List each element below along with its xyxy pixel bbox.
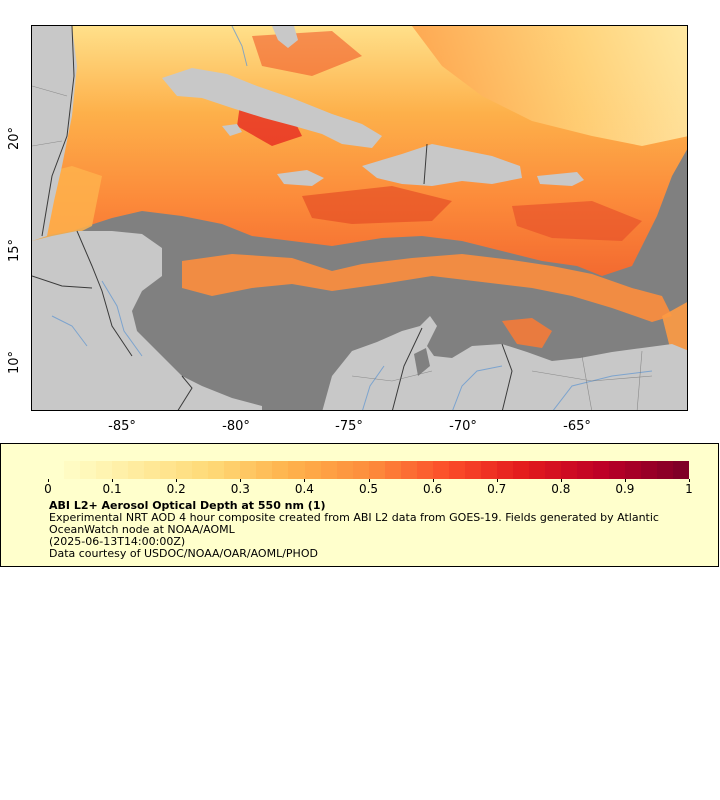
aod-plume-southeast: [662, 302, 687, 361]
colorbar-tick-mark: [48, 479, 49, 482]
x-tick-label: -65°: [563, 419, 591, 434]
colorbar-swatch: [432, 461, 449, 479]
colorbar-tick-label: 0.3: [230, 482, 250, 496]
y-tick-label: 15°: [7, 238, 22, 262]
x-tick-label: -75°: [335, 419, 363, 434]
colorbar-tick-mark: [496, 479, 498, 482]
colorbar-swatch: [496, 461, 513, 479]
colorbar-swatch: [48, 461, 65, 479]
y-tick-label: 10°: [7, 350, 22, 374]
colorbar-swatch: [448, 461, 465, 479]
colorbar-swatch: [512, 461, 529, 479]
colorbar-swatch: [673, 461, 690, 479]
colorbar-tick-mark: [624, 479, 626, 482]
colorbar-tick-label: 0.7: [487, 482, 507, 496]
land-isla-juventud: [222, 124, 242, 136]
colorbar: [48, 461, 690, 479]
legend-title: ABI L2+ Aerosol Optical Depth at 550 nm …: [49, 499, 326, 512]
colorbar-swatch: [208, 461, 225, 479]
colorbar-swatch: [609, 461, 626, 479]
colorbar-swatch: [641, 461, 658, 479]
colorbar-swatch: [256, 461, 273, 479]
colorbar-tick-label: 0.6: [423, 482, 443, 496]
y-tick-label: 20°: [7, 126, 22, 150]
aod-high-north: [252, 31, 362, 76]
x-tick-label: -85°: [108, 419, 136, 434]
colorbar-swatch: [288, 461, 305, 479]
colorbar-swatch: [112, 461, 129, 479]
legend-description: Experimental NRT AOD 4 hour composite cr…: [49, 511, 659, 536]
land-hispaniola: [362, 144, 522, 186]
legend-panel: 0 0.1 0.2 0.3 0.4 0.5 0.6 0.7 0.8 0.9 1 ABI L2+ Ae…: [0, 443, 719, 567]
colorbar-swatch: [64, 461, 81, 479]
colorbar-tick-label: 0: [44, 482, 52, 496]
aod-high-central: [302, 186, 452, 224]
colorbar-tick-mark: [176, 479, 178, 482]
colorbar-swatch: [320, 461, 337, 479]
aod-plume-east: [412, 26, 687, 146]
land-yucatan: [32, 26, 77, 241]
colorbar-swatch: [128, 461, 145, 479]
colorbar-tick-label: 0.8: [551, 482, 571, 496]
colorbar-swatch: [352, 461, 369, 479]
colorbar-swatch: [160, 461, 177, 479]
colorbar-swatch: [577, 461, 594, 479]
land-puerto-rico: [537, 172, 584, 186]
aod-plume-caribbean: [182, 254, 672, 322]
colorbar-swatch: [192, 461, 209, 479]
x-tick-label: -80°: [222, 419, 250, 434]
colorbar-swatch: [544, 461, 561, 479]
colorbar-tick-label: 0.4: [294, 482, 314, 496]
colorbar-swatch: [176, 461, 193, 479]
colorbar-tick-label: 0.1: [102, 482, 122, 496]
colorbar-swatch: [96, 461, 113, 479]
colorbar-swatch: [561, 461, 578, 479]
colorbar-tick-mark: [368, 479, 370, 482]
colorbar-swatch: [304, 461, 321, 479]
admin-lines: [32, 85, 653, 410]
colorbar-tick-label: 1: [685, 482, 693, 496]
land-south-america: [322, 316, 687, 410]
colorbar-tick-mark: [304, 479, 306, 482]
colorbar-swatch: [625, 461, 642, 479]
land-florida-keys: [272, 26, 298, 48]
colorbar-swatch: [384, 461, 401, 479]
land-jamaica: [277, 170, 324, 186]
colorbar-swatch: [368, 461, 385, 479]
colorbar-swatch: [80, 461, 97, 479]
country-borders: [32, 26, 513, 410]
colorbar-swatch: [144, 461, 161, 479]
colorbar-tick-mark: [112, 479, 114, 482]
aod-high-east: [512, 201, 642, 241]
colorbar-tick-label: 0.5: [358, 482, 379, 496]
legend-credit: Data courtesy of USDOC/NOAA/OAR/AOML/PHO…: [49, 547, 318, 560]
colorbar-swatch: [480, 461, 497, 479]
colorbar-tick-label: 0.2: [166, 482, 186, 496]
colorbar-swatch: [336, 461, 353, 479]
colorbar-tick-mark: [432, 479, 434, 482]
colorbar-swatch: [240, 461, 257, 479]
aod-plume-south: [502, 318, 552, 348]
x-tick-label: -70°: [449, 419, 477, 434]
colorbar-swatch: [657, 461, 674, 479]
map-canvas: [32, 26, 687, 410]
legend-text: ABI L2+ Aerosol Optical Depth at 550 nm …: [49, 500, 689, 560]
legend-timestamp: (2025-06-13T14:00:00Z): [49, 535, 186, 548]
colorbar-tick-mark: [689, 479, 690, 482]
colorbar-swatch: [400, 461, 417, 479]
colorbar-swatch: [593, 461, 610, 479]
colorbar-tick-mark: [240, 479, 242, 482]
colorbar-tick-label: 0.9: [615, 482, 635, 496]
colorbar-swatch: [224, 461, 241, 479]
land-cuba: [162, 68, 382, 148]
colorbar-swatch: [416, 461, 433, 479]
colorbar-tick-mark: [560, 479, 562, 482]
colorbar-swatch: [272, 461, 289, 479]
land-guajira-lake: [414, 348, 430, 376]
colorbar-swatch: [528, 461, 545, 479]
colorbar-swatch: [464, 461, 481, 479]
land-central-america: [32, 231, 262, 410]
aod-map: [31, 25, 688, 411]
